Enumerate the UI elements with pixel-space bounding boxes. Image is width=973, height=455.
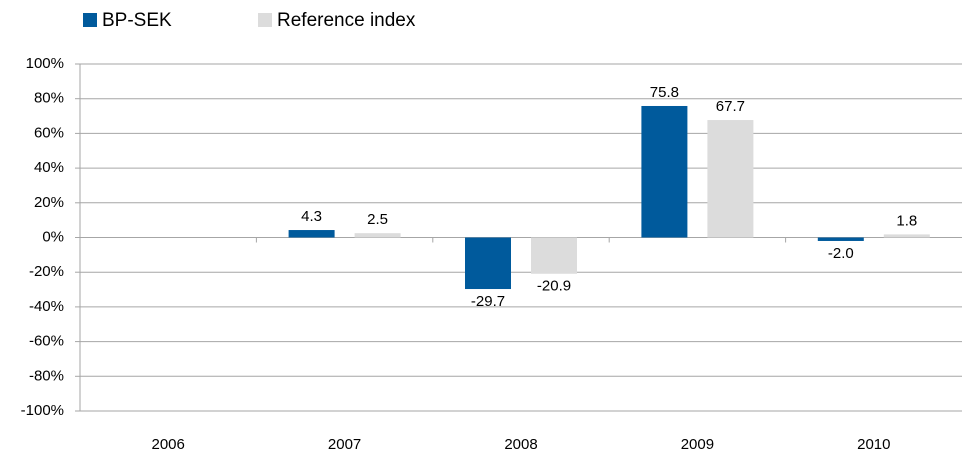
- y-tick-label: 0%: [42, 228, 64, 245]
- value-label: 75.8: [650, 84, 679, 101]
- y-tick-label: -80%: [29, 367, 64, 384]
- bar: [883, 234, 930, 238]
- x-tick-label: 2010: [857, 436, 890, 453]
- legend-label: Reference index: [277, 10, 416, 31]
- y-tick-label: 80%: [34, 90, 64, 107]
- value-label: -2.0: [828, 245, 854, 262]
- value-label: 2.5: [367, 211, 388, 228]
- bar: [707, 120, 754, 238]
- y-tick-label: -100%: [21, 402, 64, 419]
- bar: [354, 233, 401, 238]
- legend-swatch: [258, 13, 272, 27]
- y-tick-label: -40%: [29, 298, 64, 315]
- x-tick-label: 2009: [681, 436, 714, 453]
- bar: [817, 237, 864, 241]
- y-tick-label: -20%: [29, 263, 64, 280]
- bar: [465, 237, 511, 290]
- y-tick-label: 60%: [34, 124, 64, 141]
- legend-label: BP-SEK: [102, 10, 172, 31]
- legend-swatch: [83, 13, 97, 27]
- bar: [288, 230, 335, 238]
- value-label: 4.3: [301, 208, 322, 225]
- value-label: -20.9: [537, 278, 571, 295]
- value-label: -29.7: [471, 293, 505, 310]
- x-tick-label: 2006: [152, 436, 185, 453]
- value-label: 1.8: [896, 212, 917, 229]
- bar: [641, 105, 688, 238]
- x-tick-label: 2007: [328, 436, 361, 453]
- bar: [531, 237, 577, 274]
- y-tick-label: 40%: [34, 159, 64, 176]
- y-tick-label: 100%: [26, 55, 64, 72]
- x-tick-label: 2008: [504, 436, 537, 453]
- value-label: 67.7: [716, 98, 745, 115]
- y-tick-label: -60%: [29, 333, 64, 350]
- y-tick-label: 20%: [34, 194, 64, 211]
